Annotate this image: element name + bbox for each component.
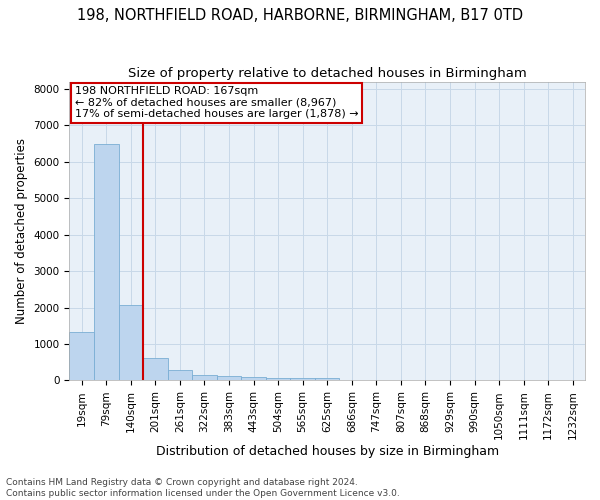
Y-axis label: Number of detached properties: Number of detached properties	[15, 138, 28, 324]
Text: 198, NORTHFIELD ROAD, HARBORNE, BIRMINGHAM, B17 0TD: 198, NORTHFIELD ROAD, HARBORNE, BIRMINGH…	[77, 8, 523, 22]
Title: Size of property relative to detached houses in Birmingham: Size of property relative to detached ho…	[128, 68, 527, 80]
Bar	[143, 358, 167, 380]
Bar	[266, 378, 290, 380]
Bar	[315, 378, 340, 380]
Bar	[241, 378, 266, 380]
Bar	[70, 332, 94, 380]
Bar	[167, 370, 192, 380]
Bar	[119, 304, 143, 380]
Bar	[94, 144, 119, 380]
X-axis label: Distribution of detached houses by size in Birmingham: Distribution of detached houses by size …	[155, 444, 499, 458]
Text: Contains HM Land Registry data © Crown copyright and database right 2024.
Contai: Contains HM Land Registry data © Crown c…	[6, 478, 400, 498]
Bar	[290, 378, 315, 380]
Bar	[192, 375, 217, 380]
Text: 198 NORTHFIELD ROAD: 167sqm
← 82% of detached houses are smaller (8,967)
17% of : 198 NORTHFIELD ROAD: 167sqm ← 82% of det…	[74, 86, 358, 120]
Bar	[217, 376, 241, 380]
